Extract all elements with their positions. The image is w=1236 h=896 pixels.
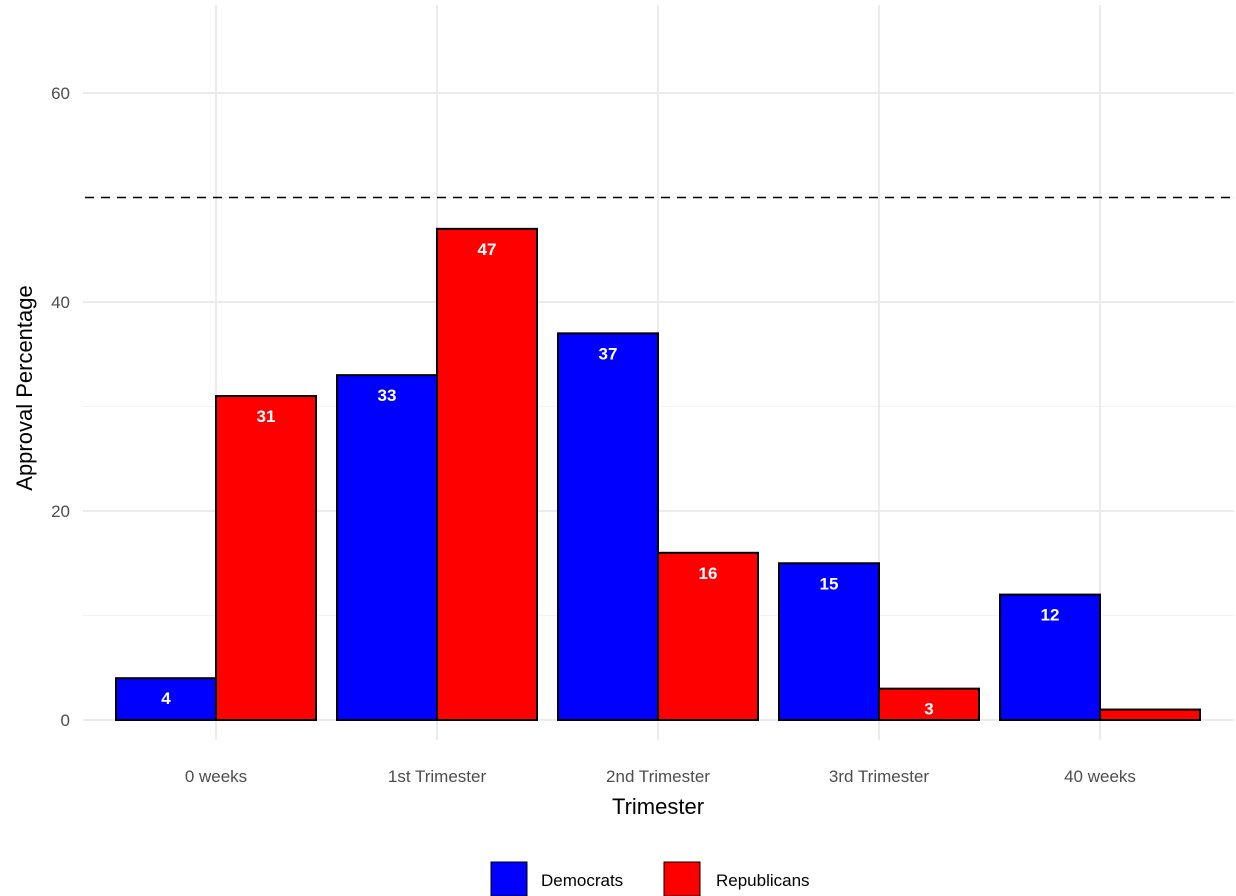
bar-republicans-4 [1099, 708, 1201, 721]
x-tick-label: 40 weeks [1064, 767, 1136, 786]
x-tick-label: 3rd Trimester [829, 767, 929, 786]
y-axis-title: Approval Percentage [12, 285, 37, 490]
bar-value-label: 4 [161, 689, 171, 708]
bar-value-label: 15 [820, 574, 839, 593]
axes-layer: 0 20 40 60 0 weeks 1st Trimester 2nd Trimester… [51, 84, 1136, 786]
bar-value-label: 31 [257, 407, 276, 426]
legend: Democrats Republicans [490, 861, 810, 896]
bar-democrats-2 [557, 332, 659, 721]
bar-democrats-3 [778, 562, 880, 721]
bar-democrats-1 [336, 374, 438, 721]
y-tick-label: 0 [61, 711, 70, 730]
x-tick-label: 1st Trimester [388, 767, 487, 786]
bar-value-label: 1 [1145, 721, 1154, 740]
legend-swatch-democrats [490, 861, 528, 896]
bar-republicans-2 [657, 551, 759, 721]
bar-value-label: 12 [1041, 606, 1060, 625]
legend-label-democrats: Democrats [541, 871, 623, 890]
x-axis-title: Trimester [612, 794, 704, 819]
bar-value-label: 3 [924, 700, 933, 719]
x-tick-label: 2nd Trimester [606, 767, 710, 786]
bar-republicans-1 [436, 227, 538, 721]
legend-swatch-republicans [663, 861, 701, 896]
y-tick-label: 20 [51, 502, 70, 521]
bars-layer [115, 227, 1201, 722]
x-tick-label: 0 weeks [185, 767, 247, 786]
bar-democrats-0 [115, 677, 217, 722]
bar-democrats-4 [999, 593, 1101, 721]
y-tick-label: 40 [51, 293, 70, 312]
y-tick-label: 60 [51, 84, 70, 103]
bar-republicans-3 [878, 687, 980, 722]
bar-value-label: 33 [378, 386, 397, 405]
bar-republicans-0 [215, 395, 317, 721]
bar-value-label: 37 [599, 344, 618, 363]
legend-label-republicans: Republicans [716, 871, 810, 890]
bar-value-label: 47 [478, 240, 497, 259]
bar-value-label: 16 [699, 564, 718, 583]
